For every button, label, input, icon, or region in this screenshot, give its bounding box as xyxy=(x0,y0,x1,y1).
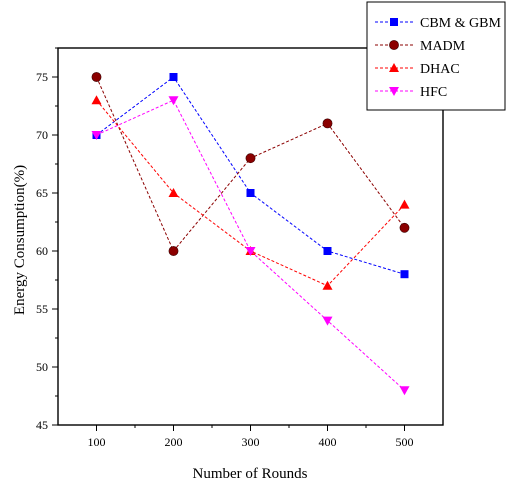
data-point xyxy=(399,386,410,396)
data-point xyxy=(168,246,179,256)
series-line xyxy=(96,76,405,252)
x-tick-label: 500 xyxy=(396,435,414,449)
data-point xyxy=(91,72,102,82)
data-point xyxy=(322,118,333,129)
data-point xyxy=(91,95,102,105)
series-line xyxy=(96,99,405,391)
x-tick-label: 300 xyxy=(242,435,260,449)
y-tick-label: 70 xyxy=(36,128,48,142)
legend-marker xyxy=(389,87,399,96)
x-tick-label: 100 xyxy=(88,435,106,449)
series-group xyxy=(91,72,410,256)
legend-label: MADM xyxy=(420,39,466,54)
data-point xyxy=(322,280,333,290)
x-tick-label: 200 xyxy=(165,435,183,449)
y-tick-label: 45 xyxy=(36,418,48,432)
data-point xyxy=(399,222,410,233)
data-point xyxy=(399,199,410,209)
y-axis-label: Energy Consumption(%) xyxy=(12,165,28,315)
legend-label: HFC xyxy=(420,85,447,100)
data-point xyxy=(245,153,256,164)
data-point xyxy=(168,188,179,197)
y-tick-label: 65 xyxy=(36,186,48,200)
data-point xyxy=(323,247,332,255)
y-tick-label: 75 xyxy=(36,70,48,84)
data-point xyxy=(246,189,255,197)
data-point xyxy=(400,270,409,279)
legend-marker xyxy=(390,18,398,26)
y-tick-label: 50 xyxy=(36,360,48,374)
chart-axes: 100 200 300 400 500 45 50 55 60 65 70 75 xyxy=(36,47,444,449)
data-point xyxy=(168,96,179,106)
data-point xyxy=(169,73,178,81)
legend-label: DHAC xyxy=(420,62,460,77)
chart-series xyxy=(91,72,410,396)
legend-label: CBM & GBM xyxy=(420,16,501,31)
y-tick-label: 55 xyxy=(36,302,48,316)
legend: CBM & GBM MADM DHAC HFC xyxy=(366,1,506,111)
x-axis-label: Number of Rounds xyxy=(193,466,308,482)
series-line xyxy=(96,76,405,275)
data-point xyxy=(245,247,256,256)
legend-marker xyxy=(389,40,399,50)
series-group xyxy=(91,96,410,396)
x-tick-label: 400 xyxy=(319,435,337,449)
data-point xyxy=(322,316,333,326)
y-tick-label: 60 xyxy=(36,244,48,258)
data-point xyxy=(91,131,102,140)
legend-marker xyxy=(389,63,399,72)
